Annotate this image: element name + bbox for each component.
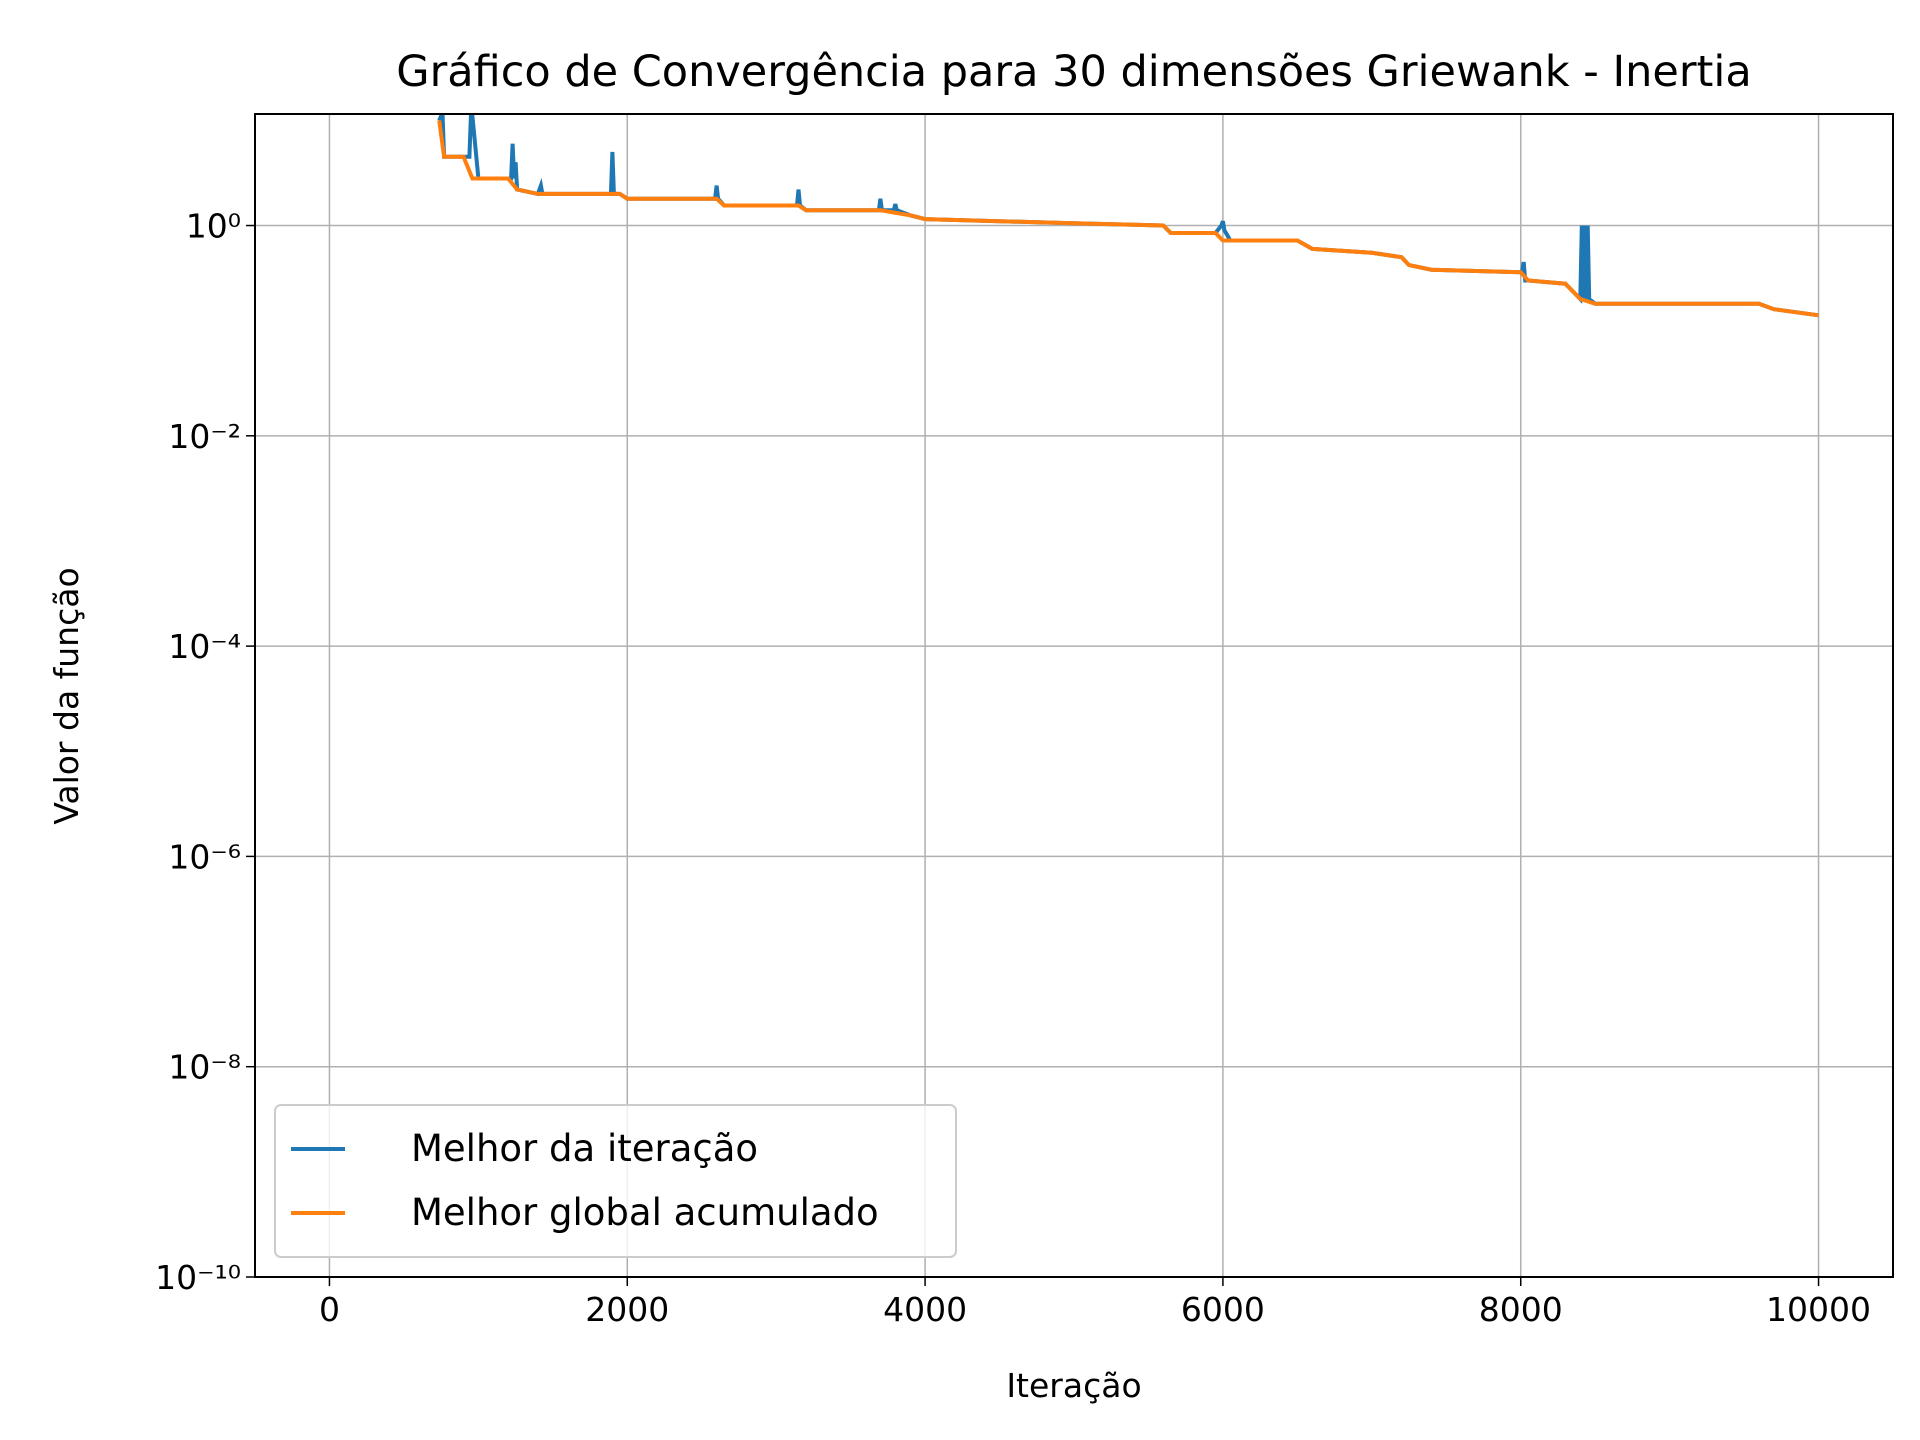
y-tick-label: 10⁻⁶ (168, 837, 241, 876)
plot-lines (437, 114, 1819, 318)
legend-label: Melhor global acumulado (411, 1191, 879, 1234)
x-tick-label: 4000 (883, 1290, 967, 1329)
x-tick-label: 2000 (585, 1290, 669, 1329)
x-tick-label: 10000 (1766, 1290, 1871, 1329)
y-tick-label: 10⁰ (186, 207, 241, 246)
series-line (437, 120, 1819, 318)
x-tick-label: 8000 (1479, 1290, 1563, 1329)
y-axis-label: Valor da função (47, 567, 86, 824)
y-tick-label: 10⁻⁴ (168, 627, 241, 666)
y-tick-label: 10⁻¹⁰ (155, 1258, 241, 1297)
plot-frame (254, 113, 1894, 1278)
y-tick-label: 10⁻² (168, 417, 241, 456)
x-axis-label: Iteração (1006, 1366, 1141, 1405)
y-tick-label: 10⁻⁸ (168, 1048, 241, 1087)
chart-title: Gráfico de Convergência para 30 dimensõe… (396, 47, 1751, 97)
legend-label: Melhor da iteração (411, 1127, 758, 1170)
legend-box (274, 1104, 957, 1258)
x-tick-label: 0 (319, 1290, 340, 1329)
x-tick-label: 6000 (1181, 1290, 1265, 1329)
